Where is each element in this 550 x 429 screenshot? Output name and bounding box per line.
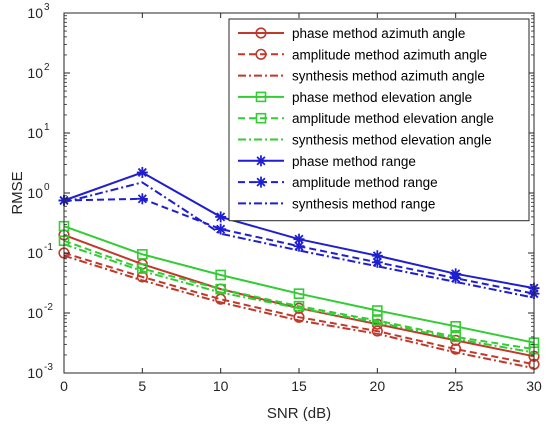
square-marker bbox=[372, 305, 383, 316]
series-line bbox=[63, 181, 535, 299]
asterisk-stroke bbox=[216, 212, 226, 222]
asterisk-marker bbox=[255, 155, 267, 167]
asterisk-marker bbox=[293, 240, 305, 252]
asterisk-marker bbox=[215, 211, 227, 223]
asterisk-marker bbox=[136, 193, 148, 205]
asterisk-stroke bbox=[372, 251, 382, 261]
legend-label: phase method elevation angle bbox=[292, 90, 472, 105]
y-tick-label: 10 bbox=[27, 305, 43, 321]
legend-entry: amplitude method azimuth angle bbox=[238, 47, 487, 62]
legend-entry: phase method azimuth angle bbox=[238, 26, 465, 41]
asterisk-stroke bbox=[256, 177, 266, 187]
x-tick-label: 30 bbox=[526, 378, 542, 394]
square-marker bbox=[215, 269, 226, 281]
legend-label: synthesis method azimuth angle bbox=[292, 69, 485, 84]
legend-entry: amplitude method range bbox=[238, 175, 438, 190]
series-9 bbox=[63, 181, 535, 299]
legend-label: amplitude method elevation angle bbox=[292, 111, 494, 126]
y-axis-label: RMSE bbox=[9, 171, 26, 214]
legend-label: phase method azimuth angle bbox=[292, 26, 465, 41]
y-tick-label: 10 bbox=[27, 65, 43, 81]
y-tick-exponent: -1 bbox=[44, 242, 53, 253]
y-tick-exponent: 3 bbox=[44, 2, 50, 13]
y-tick-exponent: 1 bbox=[44, 122, 50, 133]
x-tick-label: 15 bbox=[291, 378, 307, 394]
y-tick-exponent: 0 bbox=[44, 182, 50, 193]
circle-marker bbox=[293, 311, 305, 323]
legend-entry: synthesis method range bbox=[238, 196, 435, 211]
legend-label: phase method range bbox=[292, 154, 416, 169]
square-marker bbox=[255, 112, 267, 124]
x-tick-label: 25 bbox=[448, 378, 464, 394]
series-3 bbox=[63, 254, 535, 370]
square-marker bbox=[450, 331, 461, 343]
square-marker bbox=[137, 249, 148, 260]
x-tick-label: 0 bbox=[60, 378, 68, 394]
legend-entry: phase method elevation angle bbox=[238, 90, 472, 105]
legend-label: synthesis method range bbox=[292, 196, 435, 211]
y-tick-label: 10 bbox=[27, 365, 43, 381]
square-marker bbox=[215, 283, 226, 295]
series-line bbox=[63, 252, 535, 366]
square-marker bbox=[137, 263, 148, 274]
x-tick-label: 5 bbox=[138, 378, 146, 394]
circle-marker bbox=[255, 48, 267, 60]
x-axis-label: SNR (dB) bbox=[267, 405, 331, 422]
legend-entry: amplitude method elevation angle bbox=[238, 111, 494, 126]
circle-marker bbox=[450, 343, 462, 355]
legend-box bbox=[228, 18, 530, 222]
asterisk-stroke bbox=[256, 156, 266, 166]
y-tick-label: 10 bbox=[27, 5, 43, 21]
legend-label: synthesis method elevation angle bbox=[292, 133, 492, 148]
circle-marker bbox=[255, 27, 267, 39]
y-tick-exponent: -2 bbox=[44, 302, 53, 313]
y-tick-label: 10 bbox=[27, 245, 43, 261]
legend: phase method azimuth angle amplitude meth… bbox=[228, 18, 530, 222]
legend-entry: synthesis method elevation angle bbox=[238, 133, 492, 148]
asterisk-marker bbox=[215, 223, 227, 235]
y-tick-exponent: -3 bbox=[44, 362, 53, 373]
asterisk-stroke bbox=[294, 234, 304, 244]
legend-label: amplitude method azimuth angle bbox=[292, 47, 487, 62]
y-tick-label: 10 bbox=[27, 125, 43, 141]
legend-entry: synthesis method azimuth angle bbox=[238, 69, 485, 84]
asterisk-stroke bbox=[137, 167, 147, 177]
series-line bbox=[63, 239, 535, 351]
square-marker bbox=[372, 315, 383, 326]
x-tick-label: 20 bbox=[370, 378, 386, 394]
asterisk-marker bbox=[136, 166, 148, 178]
series-line bbox=[63, 225, 535, 344]
series-6 bbox=[63, 243, 535, 354]
legend-label: amplitude method range bbox=[292, 175, 438, 190]
y-tick-label: 10 bbox=[27, 185, 43, 201]
square-marker bbox=[450, 321, 461, 332]
x-tick-label: 10 bbox=[213, 378, 229, 394]
square-marker bbox=[255, 91, 267, 103]
series-line bbox=[63, 254, 535, 370]
y-tick-exponent: 2 bbox=[44, 62, 50, 73]
circle-marker bbox=[371, 325, 383, 337]
asterisk-marker bbox=[255, 176, 267, 188]
legend-entry: phase method range bbox=[238, 154, 416, 169]
square-marker bbox=[293, 300, 305, 312]
asterisk-stroke bbox=[137, 194, 147, 204]
square-marker bbox=[293, 288, 305, 299]
series-line bbox=[63, 243, 535, 354]
asterisk-stroke bbox=[294, 241, 304, 251]
